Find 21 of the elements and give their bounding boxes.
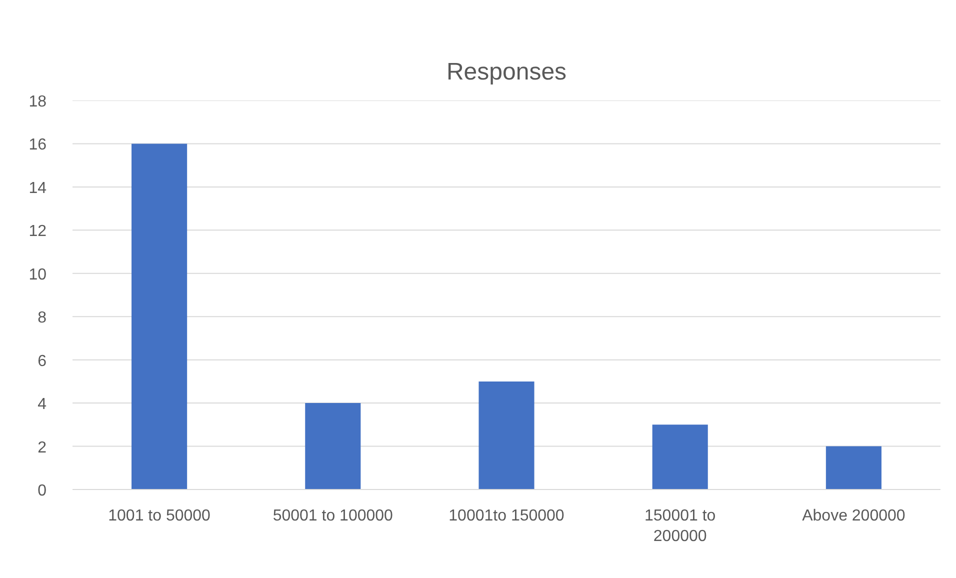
y-tick-label: 2 xyxy=(38,439,47,456)
y-tick-label: 0 xyxy=(38,482,47,500)
bar xyxy=(305,403,361,490)
y-tick-label: 16 xyxy=(28,136,47,154)
bar xyxy=(478,381,534,490)
bar xyxy=(132,144,188,490)
x-tick-label: 1001 to 50000 xyxy=(108,508,211,524)
x-tick-label: 10001to 150000 xyxy=(448,508,564,524)
x-tick-label: Above 200000 xyxy=(802,508,906,524)
y-tick-label: 10 xyxy=(28,266,47,284)
bar xyxy=(652,424,708,490)
x-tick-label: 50001 to 100000 xyxy=(272,508,394,524)
y-tick-label: 4 xyxy=(38,396,47,414)
y-tick-label: 6 xyxy=(38,352,47,370)
y-tick-label: 12 xyxy=(28,223,47,240)
y-tick-label: 14 xyxy=(28,180,47,197)
bar xyxy=(826,446,882,490)
x-tick-label: 150001 to 200000 xyxy=(644,508,716,545)
y-tick-label: 18 xyxy=(28,94,47,110)
chart-title: Responses xyxy=(446,58,567,86)
y-tick-label: 8 xyxy=(38,310,47,327)
